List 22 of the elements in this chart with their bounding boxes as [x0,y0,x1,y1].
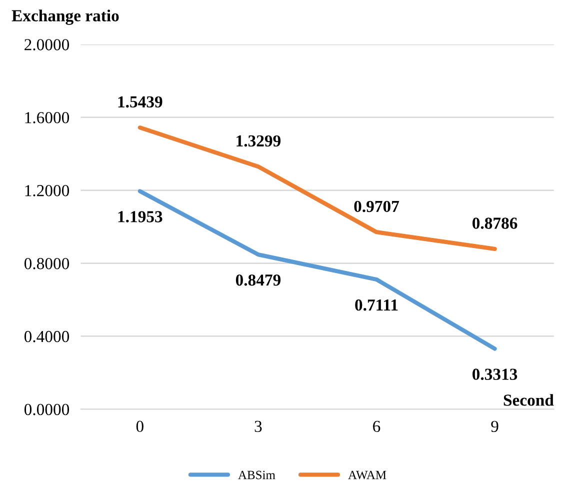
data-label: 1.1953 [118,211,162,222]
y-tick-label: 1.2000 [25,184,70,196]
x-tick-label: 6 [373,420,380,432]
y-tick-label: 0.0000 [24,404,70,416]
y-tick-label: 0.8000 [24,258,70,270]
data-label: 1.3299 [236,135,281,147]
x-tick-label: 3 [254,420,262,432]
y-tick-label: 2.0000 [24,39,70,50]
data-label: 0.3313 [472,368,518,380]
y-tick-label: 0.4000 [24,330,70,342]
legend-label: AWAM [348,470,386,480]
legend-label: ABSim [238,470,276,480]
y-axis-title: Exchange ratio [12,10,119,25]
x-tick-label: 9 [491,420,498,432]
data-label: 0.8479 [236,274,281,286]
data-label: 0.8786 [472,218,518,229]
y-tick-label: 1.6000 [25,112,70,124]
data-label: 0.7111 [355,299,398,311]
data-label: 1.5439 [118,96,162,108]
data-label: 0.9707 [354,200,400,212]
x-tick-label: 0 [136,420,144,432]
x-axis-title: Second [504,394,554,406]
